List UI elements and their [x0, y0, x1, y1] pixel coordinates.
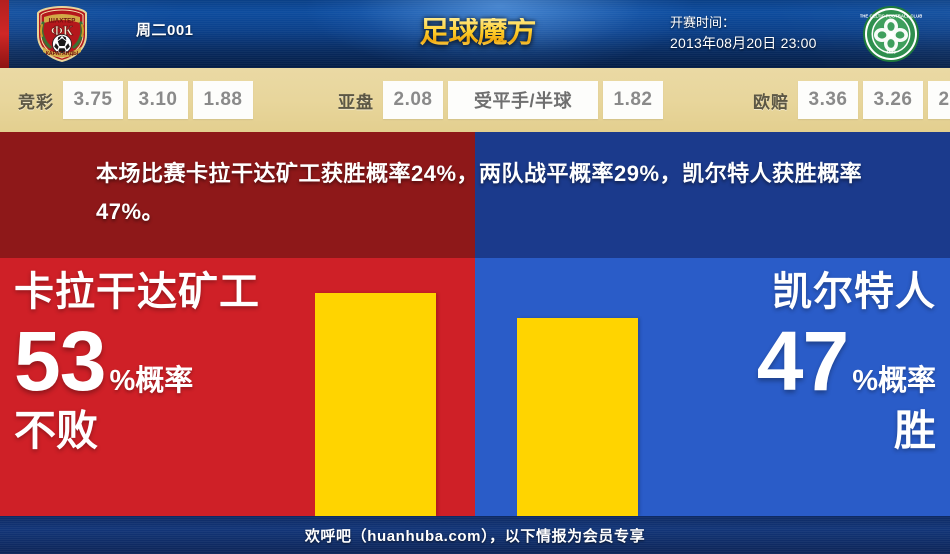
summary-text: 本场比赛卡拉干达矿工获胜概率24%，两队战平概率29%，凯尔特人获胜概率47%。: [96, 161, 863, 224]
percent-suffix-away: %概率: [852, 365, 936, 397]
odds-group-label: 竞彩: [18, 92, 54, 112]
odds-group-jingcai: 竞彩 3.75 3.10 1.88: [18, 81, 253, 119]
celtic-fc-crest-icon: THE CELTIC FOOTBALL CLUB 1888: [860, 5, 922, 63]
odds-group-yapan: 亚盘 2.08 受平手/半球 1.82: [338, 81, 663, 119]
brand-logo[interactable]: 足球魔方: [415, 12, 540, 54]
summary-half-left: [0, 132, 475, 258]
stat-block-away: 凯尔特人 47 %概率 胜: [640, 268, 936, 456]
odds-group-label: 亚盘: [338, 92, 374, 112]
odds-cell-away[interactable]: 2.10: [928, 81, 950, 119]
shakhter-karagandy-crest-icon: ШАХТЕР ФК КАРАГАНДЫ: [30, 5, 94, 63]
percent-value-away: 47: [756, 314, 849, 408]
odds-group-oupei: 欧赔 3.36 3.26 2.10: [753, 81, 950, 119]
outcome-away: 胜: [893, 407, 936, 454]
percent-suffix-home: %概率: [109, 365, 194, 397]
percent-row-away: 47 %概率: [640, 318, 936, 404]
odds-group-label: 欧赔: [753, 92, 789, 112]
odds-cell-away[interactable]: 1.82: [603, 81, 663, 119]
team-name-away: 凯尔特人: [772, 270, 936, 314]
probability-chart: 卡拉干达矿工 53 %概率 不败 凯尔特人 47 %概率 胜: [0, 258, 950, 516]
header-accent-stripe: [0, 0, 9, 68]
footer-text: 欢呼吧（huanhuba.com），以下情报为会员专享: [304, 527, 646, 545]
kickoff-time: 2013年08月20日 23:00: [670, 35, 817, 51]
svg-text:ФК: ФК: [51, 24, 74, 39]
summary-banner: 本场比赛卡拉干达矿工获胜概率24%，两队战平概率29%，凯尔特人获胜概率47%。: [0, 132, 950, 258]
svg-text:КАРАГАНДЫ: КАРАГАНДЫ: [46, 51, 79, 57]
odds-bar: 竞彩 3.75 3.10 1.88 亚盘 2.08 受平手/半球 1.82 欧赔…: [0, 68, 950, 132]
bar-home: [315, 293, 436, 516]
bar-away: [517, 318, 638, 516]
team-name-home: 卡拉干达矿工: [14, 270, 260, 314]
svg-text:THE CELTIC FOOTBALL CLUB: THE CELTIC FOOTBALL CLUB: [860, 14, 922, 19]
round-label: 周二001: [136, 22, 194, 39]
svg-text:1888: 1888: [886, 50, 896, 55]
percent-row-home: 53 %概率: [14, 318, 310, 404]
odds-cell-home[interactable]: 2.08: [383, 81, 443, 119]
header-bar: ШАХТЕР ФК КАРАГАНДЫ: [0, 0, 950, 68]
odds-cell-handicap[interactable]: 受平手/半球: [448, 81, 598, 119]
odds-cell-home[interactable]: 3.75: [63, 81, 123, 119]
odds-cell-draw[interactable]: 3.26: [863, 81, 923, 119]
odds-cell-away[interactable]: 1.88: [193, 81, 253, 119]
svg-text:ШАХТЕР: ШАХТЕР: [49, 18, 76, 25]
kickoff-label: 开赛时间：: [670, 15, 736, 30]
summary-half-right: [475, 132, 950, 258]
stat-block-home: 卡拉干达矿工 53 %概率 不败: [14, 268, 310, 456]
odds-cell-home[interactable]: 3.36: [798, 81, 858, 119]
footer-bar: 欢呼吧（huanhuba.com），以下情报为会员专享: [0, 516, 950, 554]
odds-cell-draw[interactable]: 3.10: [128, 81, 188, 119]
brand-logo-text: 足球魔方: [419, 16, 537, 49]
outcome-home: 不败: [14, 407, 99, 454]
kickoff-info: 开赛时间： 2013年08月20日 23:00: [670, 13, 860, 53]
percent-value-home: 53: [14, 314, 106, 408]
